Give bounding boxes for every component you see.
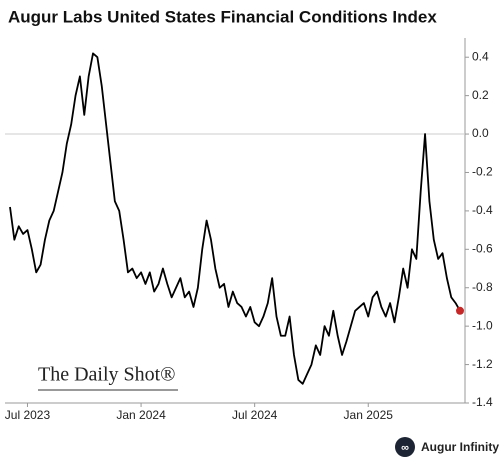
y-tick-label: 0.4 xyxy=(472,49,489,63)
y-tick-label: -1.2 xyxy=(472,357,493,371)
y-tick-label: 0.0 xyxy=(472,126,489,140)
source-icon-glyph: ∞ xyxy=(401,442,409,454)
source: Augur Infinity xyxy=(421,440,499,454)
x-tick-label: Jul 2023 xyxy=(5,408,51,422)
y-tick-label: -1.0 xyxy=(472,318,493,332)
last-point xyxy=(456,306,464,315)
x-tick-label: Jul 2024 xyxy=(232,408,278,422)
y-tick-label: -0.8 xyxy=(472,280,493,294)
y-tick-label: -1.4 xyxy=(472,395,493,409)
x-tick-label: Jan 2024 xyxy=(116,408,166,422)
y-tick-label: -0.4 xyxy=(472,203,493,217)
y-tick-label: -0.2 xyxy=(472,165,493,179)
y-tick-label: 0.2 xyxy=(472,88,489,102)
x-tick-label: Jan 2025 xyxy=(344,408,394,422)
watermark: The Daily Shot® xyxy=(38,364,175,386)
y-tick-label: -0.6 xyxy=(472,241,493,255)
series-line xyxy=(9,52,461,385)
chart-title: Augur Labs United States Financial Condi… xyxy=(8,7,437,26)
source-icon xyxy=(395,437,415,457)
